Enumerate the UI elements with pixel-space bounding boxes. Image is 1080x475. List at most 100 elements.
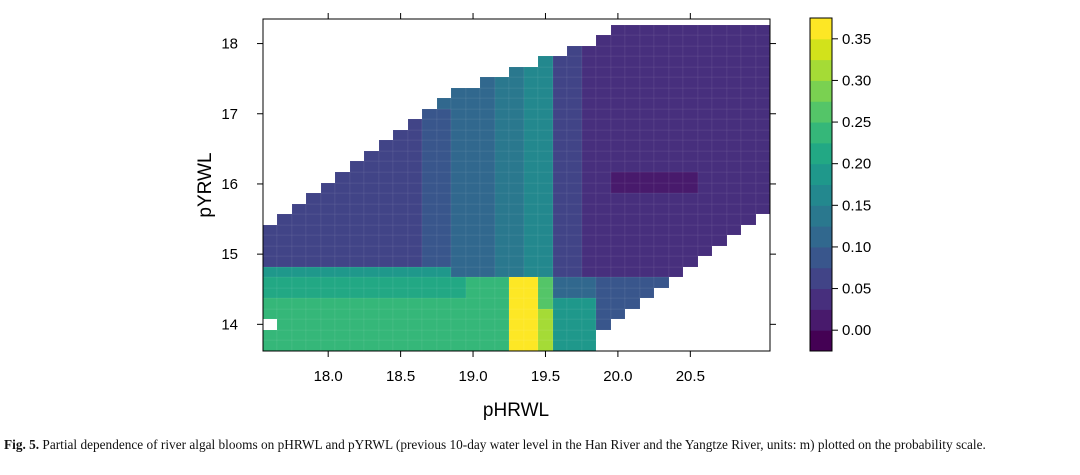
x-tick-label: 18.5 bbox=[386, 368, 415, 385]
heatmap-cell bbox=[595, 192, 612, 205]
colorbar-segment bbox=[810, 267, 832, 290]
heatmap-cell bbox=[436, 182, 452, 194]
heatmap-cell bbox=[465, 287, 481, 299]
colorbar-segment bbox=[810, 330, 832, 352]
heatmap-cell bbox=[262, 255, 278, 268]
heatmap-cell bbox=[581, 192, 597, 205]
heatmap-cell bbox=[392, 245, 409, 257]
heatmap-cell bbox=[668, 255, 684, 268]
heatmap-cell bbox=[436, 150, 452, 162]
heatmap-cell bbox=[610, 76, 626, 89]
heatmap-cell bbox=[552, 329, 568, 341]
heatmap-cell bbox=[566, 213, 583, 226]
heatmap-cell bbox=[465, 150, 481, 162]
heatmap-cell bbox=[334, 339, 351, 352]
heatmap-cell bbox=[291, 276, 307, 289]
heatmap-cell bbox=[320, 192, 336, 205]
heatmap-cell bbox=[494, 318, 510, 331]
heatmap-cell bbox=[595, 108, 612, 120]
heatmap-cell bbox=[697, 45, 713, 57]
heatmap-cell bbox=[508, 318, 525, 331]
heatmap-cell bbox=[639, 129, 655, 141]
heatmap-cell bbox=[436, 139, 452, 152]
heatmap-cell bbox=[755, 108, 771, 120]
heatmap-cell bbox=[668, 139, 684, 152]
heatmap-cell bbox=[711, 182, 728, 194]
heatmap-cell bbox=[305, 203, 322, 215]
heatmap-cell bbox=[523, 276, 539, 289]
heatmap-cell bbox=[610, 182, 626, 194]
heatmap-cell bbox=[624, 45, 641, 57]
heatmap-cell bbox=[595, 139, 612, 152]
heatmap-cell bbox=[349, 297, 365, 310]
heatmap-cell bbox=[363, 182, 380, 194]
heatmap-cell bbox=[595, 234, 612, 247]
heatmap-cell bbox=[378, 308, 394, 320]
heatmap-cell bbox=[610, 224, 626, 236]
heatmap-cell bbox=[682, 76, 699, 89]
heatmap-cell bbox=[566, 160, 583, 173]
heatmap-cell bbox=[697, 171, 713, 184]
heatmap-cell bbox=[566, 139, 583, 152]
heatmap-cell bbox=[508, 203, 525, 215]
heatmap-cell bbox=[639, 245, 655, 257]
heatmap-cell bbox=[682, 234, 699, 247]
heatmap-cell bbox=[436, 329, 452, 341]
heatmap-cell bbox=[552, 160, 568, 173]
heatmap-cell bbox=[639, 34, 655, 47]
heatmap-cell bbox=[711, 213, 728, 226]
heatmap-cell bbox=[291, 224, 307, 236]
heatmap-cell bbox=[407, 318, 423, 331]
heatmap-cell bbox=[697, 108, 713, 120]
heatmap-cell bbox=[494, 329, 510, 341]
heatmap-cell bbox=[276, 255, 293, 268]
heatmap-cell bbox=[421, 171, 438, 184]
heatmap-cell bbox=[610, 171, 626, 184]
heatmap-cell bbox=[508, 76, 525, 89]
heatmap-cell bbox=[523, 329, 539, 341]
heatmap-cell bbox=[639, 224, 655, 236]
heatmap-cell bbox=[334, 234, 351, 247]
heatmap-cell bbox=[595, 318, 612, 331]
heatmap-cell bbox=[595, 276, 612, 289]
heatmap-cell bbox=[421, 234, 438, 247]
y-tick-label: 16 bbox=[221, 176, 238, 193]
heatmap-cell bbox=[552, 339, 568, 352]
heatmap-cell bbox=[494, 224, 510, 236]
heatmap-cell bbox=[581, 203, 597, 215]
heatmap-cell bbox=[624, 55, 641, 68]
heatmap-cell bbox=[537, 245, 554, 257]
heatmap-cell bbox=[421, 108, 438, 120]
heatmap-cell bbox=[363, 150, 380, 162]
heatmap-cell bbox=[276, 213, 293, 226]
heatmap-cell bbox=[595, 55, 612, 68]
heatmap-cell bbox=[610, 66, 626, 78]
heatmap-cell bbox=[421, 182, 438, 194]
heatmap-cell bbox=[465, 129, 481, 141]
heatmap-cell bbox=[537, 224, 554, 236]
heatmap-cell bbox=[349, 234, 365, 247]
heatmap-cell bbox=[610, 129, 626, 141]
heatmap-cell bbox=[668, 45, 684, 57]
heatmap-cell bbox=[508, 234, 525, 247]
heatmap-cell bbox=[653, 160, 670, 173]
heatmap-cell bbox=[349, 213, 365, 226]
heatmap-cell bbox=[450, 255, 467, 268]
heatmap-cell bbox=[494, 76, 510, 89]
heatmap-cell bbox=[450, 245, 467, 257]
heatmap-cell bbox=[610, 118, 626, 131]
heatmap-cell bbox=[755, 150, 771, 162]
heatmap-cell bbox=[465, 97, 481, 110]
heatmap-cell bbox=[682, 55, 699, 68]
y-tick-label: 14 bbox=[221, 316, 238, 333]
heatmap-cell bbox=[494, 287, 510, 299]
heatmap-cell bbox=[494, 97, 510, 110]
heatmap-cell bbox=[537, 76, 554, 89]
heatmap-cell bbox=[349, 308, 365, 320]
heatmap-cell bbox=[755, 24, 771, 36]
heatmap-cell bbox=[262, 287, 278, 299]
heatmap-cell bbox=[552, 76, 568, 89]
heatmap-cell bbox=[639, 192, 655, 205]
heatmap-cell bbox=[668, 118, 684, 131]
heatmap-cell bbox=[363, 297, 380, 310]
